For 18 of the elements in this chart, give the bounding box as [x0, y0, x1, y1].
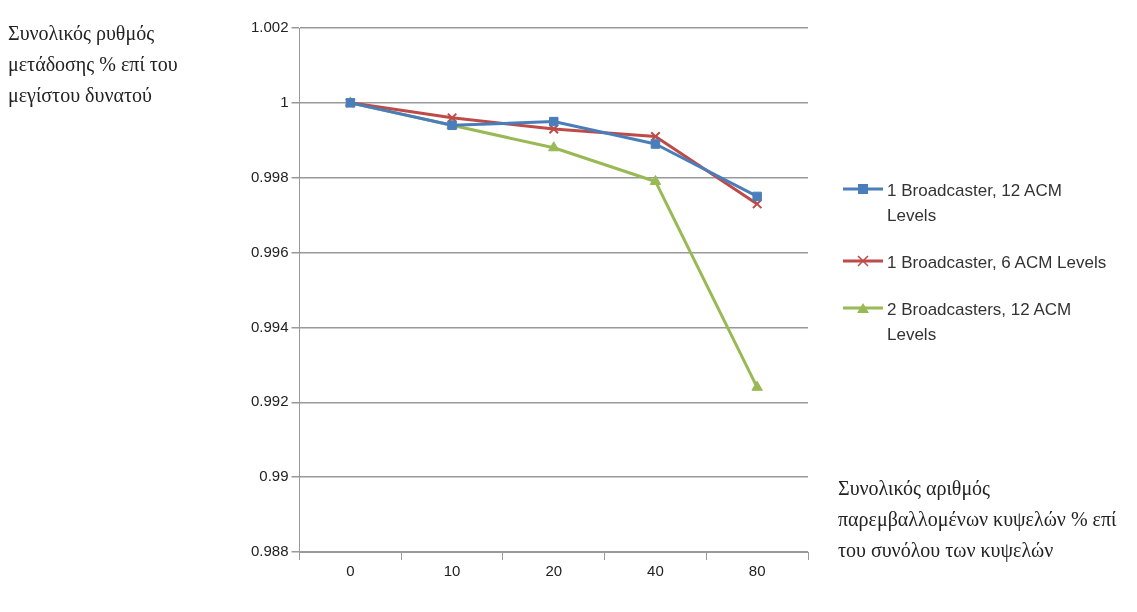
- legend-label: 1 Broadcaster, 6 ACM Levels: [887, 252, 1107, 274]
- y-tick-label: 0.996: [250, 242, 289, 260]
- y-tick-label: 1.002: [250, 18, 289, 36]
- x-tick-label: 10: [443, 562, 461, 580]
- x-tick-label: 40: [647, 562, 664, 580]
- x-tick-label: 0: [346, 562, 355, 580]
- y-tick-label: 0.988: [250, 542, 289, 560]
- y-axis-title: Συνολικός ρυθμός μετάδοσης % επί του μεγίστου δυνατού: [8, 21, 179, 109]
- legend-label: 2 Broadcasters, 12 ACM Levels: [887, 299, 1073, 346]
- y-tick-label: 0.992: [250, 392, 289, 410]
- y-tick-label: 0.998: [250, 167, 289, 185]
- y-tick-label: 0.99: [259, 467, 289, 485]
- x-axis-title: Συνολικός αριθμός παρεμβαλλομένων κυψελών % επί του συνόλου των κυψελών: [838, 476, 1118, 564]
- x-tick-label: 80: [748, 562, 766, 580]
- y-tick-label: 1: [280, 93, 289, 110]
- legend-label: 1 Broadcaster, 12 ACM Levels: [887, 180, 1063, 227]
- y-tick-label: 0.994: [250, 317, 289, 335]
- x-tick-label: 20: [545, 562, 563, 580]
